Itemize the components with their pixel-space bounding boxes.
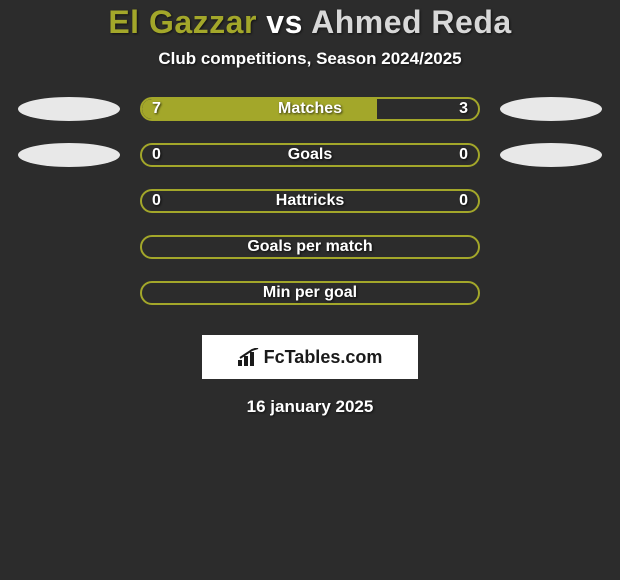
vs-separator: vs (266, 4, 303, 40)
player1-marker (18, 143, 120, 167)
stat-bar: 0 Hattricks 0 (140, 189, 480, 213)
stat-row: 0 Hattricks 0 (0, 189, 620, 213)
subtitle: Club competitions, Season 2024/2025 (0, 49, 620, 69)
player2-marker (500, 143, 602, 167)
stat-value-left: 0 (152, 192, 161, 210)
stat-bar: 7 Matches 3 (140, 97, 480, 121)
stat-label: Hattricks (276, 192, 344, 210)
stat-bar: Goals per match (140, 235, 480, 259)
player2-marker (500, 97, 602, 121)
stat-bar: Min per goal (140, 281, 480, 305)
stat-value-left: 7 (152, 100, 161, 118)
player1-marker (18, 97, 120, 121)
logo-text: FcTables.com (264, 347, 383, 368)
stat-label: Matches (278, 100, 342, 118)
player1-name: El Gazzar (108, 4, 257, 40)
stat-value-right: 0 (459, 192, 468, 210)
stat-row: Min per goal (0, 281, 620, 305)
stat-row: 0 Goals 0 (0, 143, 620, 167)
chart-icon (238, 348, 260, 366)
logo-box: FcTables.com (202, 335, 418, 379)
stat-bar: 0 Goals 0 (140, 143, 480, 167)
date-label: 16 january 2025 (0, 397, 620, 417)
stat-value-right: 0 (459, 146, 468, 164)
stat-value-right: 3 (459, 100, 468, 118)
stat-row: 7 Matches 3 (0, 97, 620, 121)
stat-rows: 7 Matches 3 0 Goals 0 0 Hattricks 0 Goals per mat… (0, 97, 620, 305)
page-title: El Gazzar vs Ahmed Reda (0, 4, 620, 41)
logo: FcTables.com (238, 347, 383, 368)
stat-value-left: 0 (152, 146, 161, 164)
stat-label: Goals per match (247, 238, 372, 256)
stat-label: Min per goal (263, 284, 357, 302)
comparison-widget: El Gazzar vs Ahmed Reda Club competition… (0, 0, 620, 417)
player2-name: Ahmed Reda (311, 4, 512, 40)
stat-label: Goals (288, 146, 332, 164)
stat-row: Goals per match (0, 235, 620, 259)
